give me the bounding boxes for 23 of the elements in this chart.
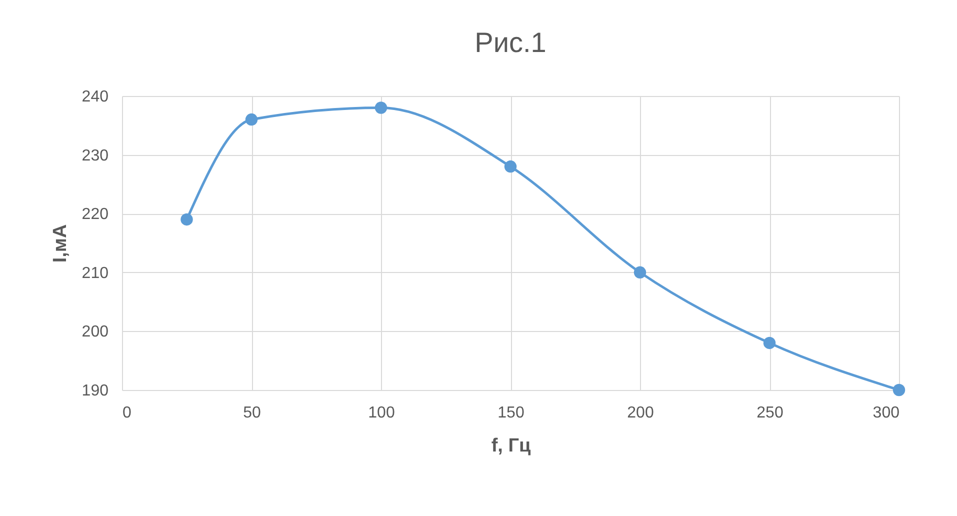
x-tick-label: 200 bbox=[627, 404, 654, 422]
x-axis-title: f, Гц bbox=[491, 436, 531, 456]
y-tick-label: 230 bbox=[82, 147, 109, 164]
point bbox=[763, 336, 776, 350]
point bbox=[245, 113, 258, 126]
y-tick-label: 200 bbox=[82, 324, 109, 341]
x-tick-label: 0 bbox=[122, 404, 132, 422]
point bbox=[180, 213, 193, 226]
point bbox=[374, 102, 388, 114]
y-tick-label: 220 bbox=[82, 206, 109, 224]
point bbox=[892, 384, 906, 396]
y-axis-title: I,мА bbox=[50, 224, 71, 263]
y-tick-label: 190 bbox=[82, 382, 109, 400]
point bbox=[504, 160, 517, 173]
point bbox=[634, 266, 646, 279]
y-tick-label: 210 bbox=[82, 264, 109, 282]
x-tick-label: 300 bbox=[872, 404, 900, 422]
x-tick-label: 100 bbox=[368, 404, 395, 422]
x-tick-label: 250 bbox=[756, 404, 784, 422]
y-tick-label: 240 bbox=[82, 88, 109, 106]
x-tick-label: 150 bbox=[498, 404, 524, 422]
chart-title: Рис.1 bbox=[474, 27, 546, 58]
x-tick-label: 50 bbox=[243, 404, 261, 422]
